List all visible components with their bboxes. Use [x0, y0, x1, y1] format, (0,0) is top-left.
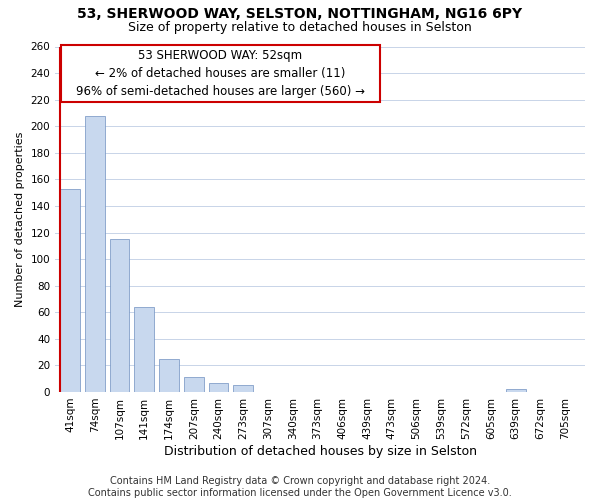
- Text: Size of property relative to detached houses in Selston: Size of property relative to detached ho…: [128, 21, 472, 34]
- Bar: [209, 382, 229, 392]
- Bar: [184, 378, 204, 392]
- Bar: [506, 390, 526, 392]
- Bar: [233, 386, 253, 392]
- Y-axis label: Number of detached properties: Number of detached properties: [15, 132, 25, 307]
- Bar: [134, 307, 154, 392]
- FancyBboxPatch shape: [61, 45, 380, 102]
- Text: Contains HM Land Registry data © Crown copyright and database right 2024.
Contai: Contains HM Land Registry data © Crown c…: [88, 476, 512, 498]
- Bar: [110, 239, 130, 392]
- Bar: [60, 188, 80, 392]
- Text: 53, SHERWOOD WAY, SELSTON, NOTTINGHAM, NG16 6PY: 53, SHERWOOD WAY, SELSTON, NOTTINGHAM, N…: [77, 8, 523, 22]
- Bar: [85, 116, 104, 392]
- Bar: [159, 358, 179, 392]
- X-axis label: Distribution of detached houses by size in Selston: Distribution of detached houses by size …: [164, 444, 476, 458]
- Text: 53 SHERWOOD WAY: 52sqm
← 2% of detached houses are smaller (11)
96% of semi-deta: 53 SHERWOOD WAY: 52sqm ← 2% of detached …: [76, 49, 365, 98]
